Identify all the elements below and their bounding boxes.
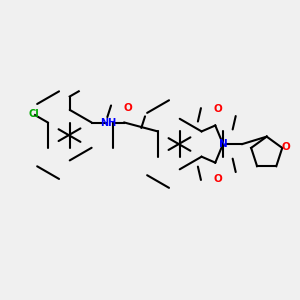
Text: NH: NH	[100, 118, 116, 128]
Text: N: N	[219, 139, 227, 149]
Text: O: O	[124, 103, 132, 113]
Text: O: O	[214, 174, 223, 184]
Text: O: O	[281, 142, 290, 152]
Text: O: O	[214, 104, 223, 114]
Text: Cl: Cl	[28, 109, 39, 118]
